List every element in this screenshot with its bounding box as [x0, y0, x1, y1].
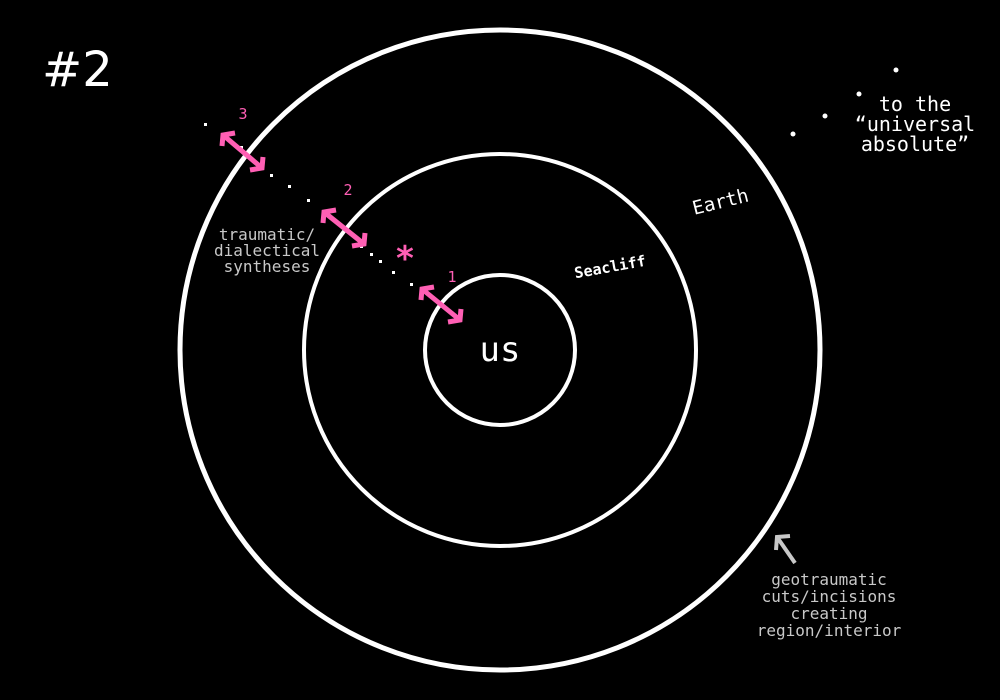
universal-dot [856, 91, 862, 97]
universal-dot [790, 131, 796, 137]
asterisk-marker: * [395, 239, 415, 279]
earth-circle [177, 27, 823, 673]
trail-dot [410, 283, 413, 286]
double-arrow-2-icon [320, 207, 368, 249]
arrow-2-number: 2 [343, 181, 352, 199]
syntheses-line-3: syntheses [224, 257, 311, 276]
universal-line-2: “universal [855, 112, 975, 136]
us-circle [423, 273, 577, 427]
arrow-3-number: 3 [238, 105, 247, 123]
syntheses-line-2: dialectical [214, 241, 320, 260]
trail-dot [270, 174, 273, 177]
trail-dot [288, 185, 291, 188]
syntheses-annotation: traumatic/ dialectical syntheses [214, 225, 320, 276]
trail-dot [379, 260, 382, 263]
universal-annotation: to the “universal absolute” [855, 92, 975, 156]
universal-dot [822, 113, 828, 119]
cuts-line-4: region/interior [757, 621, 902, 640]
us-label: us [480, 330, 521, 370]
seacliff-circle [302, 152, 698, 548]
universal-dots [790, 67, 899, 137]
double-arrow-1-icon [418, 284, 464, 325]
trail-dot [204, 123, 207, 126]
cuts-line-3: creating [790, 604, 867, 623]
universal-line-1: to the [879, 92, 951, 116]
syntheses-line-1: traumatic/ [219, 225, 315, 244]
trail-dot [392, 271, 395, 274]
universal-dot [893, 67, 899, 73]
arrow-1-number: 1 [447, 268, 456, 286]
page-number: #2 [42, 42, 113, 98]
trail-dot [370, 253, 373, 256]
cuts-annotation: geotraumatic cuts/incisions creating reg… [757, 570, 902, 640]
cuts-line-1: geotraumatic [771, 570, 887, 589]
pointer-arrow-icon [774, 534, 797, 565]
trail-dot [307, 199, 310, 202]
universal-line-3: absolute” [861, 132, 969, 156]
cuts-line-2: cuts/incisions [762, 587, 897, 606]
double-arrow-3-icon [219, 130, 266, 173]
